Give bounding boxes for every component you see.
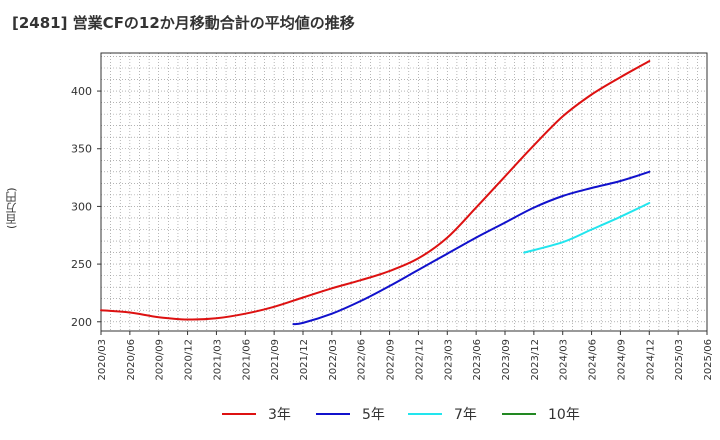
x-tick-label: 2021/09 <box>270 339 281 381</box>
legend-item-7y: 7年 <box>408 402 477 426</box>
legend-swatch-7y <box>408 413 442 415</box>
x-tick-label: 2024/09 <box>616 339 627 381</box>
x-tick-label: 2025/03 <box>674 339 685 381</box>
x-tick-label: 2020/12 <box>184 339 195 381</box>
x-tick-label: 2022/06 <box>357 339 368 381</box>
x-tick-label: 2023/09 <box>501 339 512 381</box>
y-tick-label: 400 <box>71 85 92 98</box>
plot-area <box>101 53 707 331</box>
x-tick-label: 2024/03 <box>559 339 570 381</box>
legend-label-7y: 7年 <box>454 407 477 423</box>
y-tick-label: 300 <box>71 200 92 213</box>
y-tick-label: 350 <box>71 143 92 156</box>
x-tick-label: 2023/12 <box>530 339 541 381</box>
x-tick-label: 2023/03 <box>443 339 454 381</box>
legend-item-10y: 10年 <box>502 402 580 426</box>
x-tick-label: 2021/06 <box>241 339 252 381</box>
x-tick-label: 2025/06 <box>703 339 714 381</box>
legend-swatch-5y <box>316 413 350 415</box>
series-line-5y <box>292 170 651 326</box>
legend-item-5y: 5年 <box>316 402 385 426</box>
x-tick-label: 2020/09 <box>155 339 166 381</box>
legend-label-10y: 10年 <box>548 407 580 423</box>
legend-item-3y: 3年 <box>222 402 291 426</box>
x-tick-label: 2022/09 <box>386 339 397 381</box>
x-tick-label: 2024/06 <box>588 339 599 381</box>
x-tick-label: 2021/03 <box>212 339 223 381</box>
x-tick-label: 2022/03 <box>328 339 339 381</box>
chart-title: [2481] 営業CFの12か月移動合計の平均値の推移 <box>12 14 355 32</box>
plot-frame <box>100 52 708 332</box>
x-tick-label: 2020/06 <box>126 339 137 381</box>
legend-label-3y: 3年 <box>268 407 291 423</box>
y-tick-label: 250 <box>71 258 92 271</box>
legend-label-5y: 5年 <box>362 407 385 423</box>
x-tick-label: 2024/12 <box>645 339 656 381</box>
x-tick-label: 2020/03 <box>97 339 108 381</box>
x-tick-label: 2023/06 <box>472 339 483 381</box>
series-line-3y <box>100 60 651 321</box>
series-line-7y <box>523 202 651 254</box>
legend-swatch-10y <box>502 413 536 415</box>
x-tick-label: 2021/12 <box>299 339 310 381</box>
legend: 3年 5年 7年 10年 <box>0 402 720 426</box>
x-tick-label: 2022/12 <box>414 339 425 381</box>
y-tick-label: 200 <box>71 316 92 329</box>
legend-swatch-3y <box>222 413 256 415</box>
line-chart: 200 250 300 350 400 2020/03 2020/06 2020/09 2020… <box>71 52 714 381</box>
